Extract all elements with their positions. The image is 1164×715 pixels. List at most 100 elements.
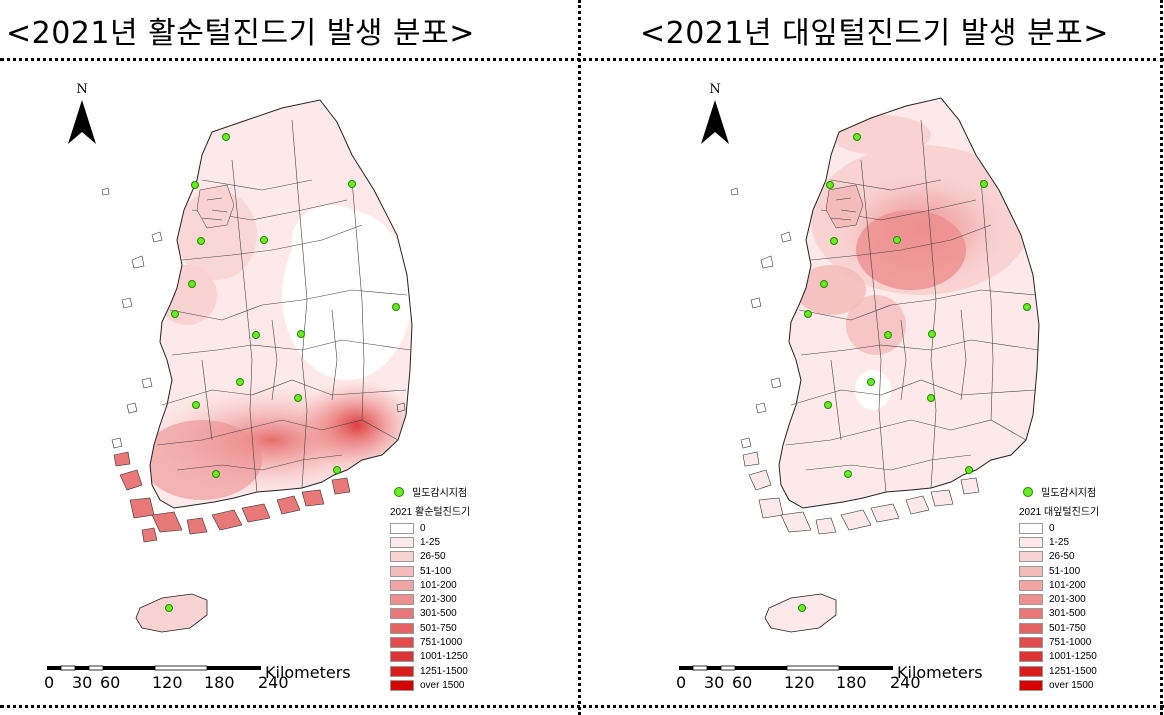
legend-classes: 0 1-25 26-50 51-100 101-200 201-300 301-500 501… [390,521,470,693]
station-marker [804,310,812,318]
legend-class-row: 201-300 [1019,592,1099,606]
legend-class-row: 0 [390,521,470,535]
legend-swatch [1019,594,1043,606]
legend-class-label: 1001-1250 [420,651,468,663]
north-arrow-left: N [65,82,99,146]
station-marker [824,401,832,409]
station-marker [826,181,834,189]
south-islands-left [113,451,351,543]
legend-station-row: 밀도감시지점 [1019,484,1099,499]
scale-bar-right [679,665,893,671]
station-marker [333,466,341,474]
jeju-island-left [135,593,208,633]
station-marker [884,331,892,339]
legend-class-row: 0 [1019,521,1099,535]
legend-swatch [1019,565,1043,577]
legend-class-row: 301-500 [1019,607,1099,621]
legend-swatch [390,565,414,577]
legend-swatch [1019,679,1043,691]
legend-class-label: 1001-1250 [1049,651,1097,663]
legend-class-row: 751-1000 [390,635,470,649]
station-marker [260,236,268,244]
station-marker [171,310,179,318]
legend-swatch [1019,536,1043,548]
legend-class-label: over 1500 [1049,679,1094,691]
legend-class-row: 51-100 [390,564,470,578]
legend-class-row: over 1500 [1019,678,1099,692]
north-label: N [709,82,721,97]
station-marker [830,237,838,245]
legend-class-label: 201-300 [420,594,457,606]
korea-map-right [679,97,1040,671]
legend-class-label: 26-50 [420,551,446,563]
legend-class-label: 301-500 [420,608,457,620]
legend-class-label: 301-500 [1049,608,1086,620]
capital-region-right [825,184,864,229]
station-marker [165,604,173,612]
station-marker [965,466,973,474]
admin-boundaries-left [156,119,411,493]
legend-station-label: 밀도감시지점 [412,488,468,499]
legend-class-label: 51-100 [420,565,452,577]
scale-tick-label: 0 [44,673,55,692]
legend-class-row: 1001-1250 [1019,650,1099,664]
legend-swatch [390,579,414,591]
legend-class-label: 51-100 [1049,565,1081,577]
north-label: N [76,82,88,97]
legend-right: 밀도감시지점 2021 대잎털진드기 0 1-25 26-50 51-100 101-2… [1019,484,1099,693]
title-divider [0,58,1164,61]
legend-class-label: 501-750 [420,622,457,634]
scale-ticks-right: 0 30 60 120 180 240 [634,673,934,692]
admin-boundaries-right [785,119,1040,493]
station-marker [867,378,875,386]
legend-swatch [1019,665,1043,677]
legend-left: 밀도감시지점 2021 활순털진드기 0 1-25 26-50 51-100 101-2… [390,484,470,693]
scale-tick-label: 60 [100,673,121,692]
legend-swatch [1019,637,1043,649]
west-islands-right [730,187,792,449]
station-marker [980,180,988,188]
north-arrow-icon [68,100,96,144]
scale-tick-label: 60 [732,673,753,692]
legend-swatch [1019,522,1043,534]
map-panel-right: N 밀도감시지점 2021 대잎털진드기 0 1-25 26-50 51-100 101… [581,60,1156,705]
station-marker [348,180,356,188]
legend-class-row: 1001-1250 [390,650,470,664]
station-marker [844,470,852,478]
legend-class-label: 101-200 [1049,579,1086,591]
legend-class-label: 1-25 [1049,536,1070,548]
legend-station-row: 밀도감시지점 [390,484,470,499]
station-marker [236,378,244,386]
legend-swatch [390,651,414,663]
jeju-island-right [764,593,837,633]
title-strip: <2021년 활순털진드기 발생 분포> <2021년 대잎털진드기 발생 분포… [0,0,1164,60]
station-marker [928,330,936,338]
scale-unit-right: Kilometers [897,663,983,682]
legend-class-row: 501-750 [1019,621,1099,635]
legend-class-label: over 1500 [420,679,465,691]
legend-class-label: 751-1000 [1049,637,1092,649]
density-surface-left [150,100,412,508]
legend-class-row: 501-750 [390,621,470,635]
legend-class-label: 0 [1049,522,1055,534]
station-marker [893,236,901,244]
legend-station-label: 밀도감시지점 [1041,488,1097,499]
station-marker [191,181,199,189]
right-border [1160,0,1163,715]
station-markers-right [798,133,1031,612]
scale-ticks-left: 0 30 60 120 180 240 [2,673,302,692]
capital-region-left [196,184,235,229]
station-marker [192,401,200,409]
legend-swatch [1019,622,1043,634]
scale-tick-label: 120 [152,673,183,692]
scale-unit-left: Kilometers [265,663,351,682]
legend-class-row: 101-200 [390,578,470,592]
legend-class-label: 0 [420,522,426,534]
legend-class-row: 1-25 [1019,535,1099,549]
station-marker [853,133,861,141]
legend-swatch [1019,579,1043,591]
scale-tick-label: 120 [784,673,815,692]
scale-tick-label: 30 [704,673,725,692]
legend-classes: 0 1-25 26-50 51-100 101-200 201-300 301-500 501… [1019,521,1099,693]
scale-tick-label: 240 [890,673,921,692]
